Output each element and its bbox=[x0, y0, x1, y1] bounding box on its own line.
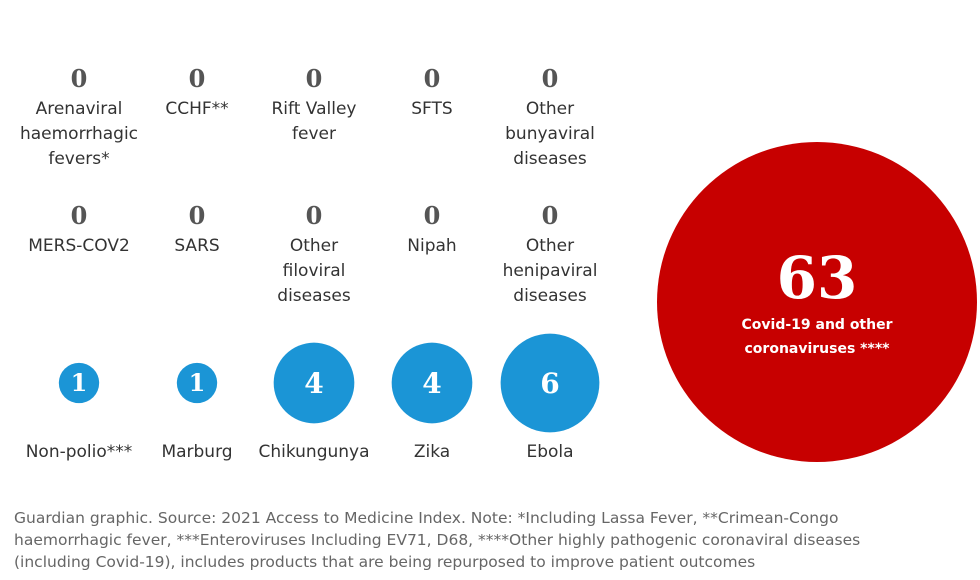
value-label: 63 bbox=[777, 244, 858, 312]
bubble bbox=[58, 362, 100, 404]
bubble-chart: 0 Arenaviral haemorrhagic fevers* 0 CCHF** 0 Ri… bbox=[20, 64, 977, 462]
value-label: 4 bbox=[304, 367, 323, 400]
category-label: Arenaviral bbox=[36, 99, 123, 119]
value-label: 0 bbox=[424, 201, 441, 230]
category-label: SARS bbox=[174, 236, 219, 256]
category-label: CCHF** bbox=[165, 99, 228, 119]
category-label: Chikungunya bbox=[258, 442, 369, 462]
category-label: haemorrhagic bbox=[20, 124, 138, 144]
category-label: Marburg bbox=[161, 442, 232, 462]
category-label: SFTS bbox=[411, 99, 452, 119]
value-label: 0 bbox=[71, 201, 88, 230]
category-label: Other bbox=[526, 236, 574, 256]
category-label: Zika bbox=[414, 442, 450, 462]
category-label: diseases bbox=[513, 149, 587, 169]
category-label: henipaviral bbox=[503, 261, 598, 281]
category-label: MERS-COV2 bbox=[28, 236, 130, 256]
value-label: 0 bbox=[189, 201, 206, 230]
value-label: 0 bbox=[189, 64, 206, 93]
value-label: 1 bbox=[189, 368, 206, 397]
category-label: coronaviruses **** bbox=[745, 341, 891, 357]
category-label: Other bbox=[290, 236, 338, 256]
bubble bbox=[273, 342, 355, 424]
value-label: 0 bbox=[424, 64, 441, 93]
value-label: 0 bbox=[306, 201, 323, 230]
category-label: Covid-19 and other bbox=[742, 317, 893, 333]
category-label: Rift Valley bbox=[272, 99, 357, 119]
category-label: filoviral bbox=[283, 261, 346, 281]
value-label: 0 bbox=[542, 201, 559, 230]
bubble bbox=[391, 342, 473, 424]
value-label: 0 bbox=[71, 64, 88, 93]
bubble bbox=[176, 362, 218, 404]
category-label: Nipah bbox=[407, 236, 456, 256]
value-label: 0 bbox=[542, 64, 559, 93]
category-label: diseases bbox=[513, 286, 587, 306]
source-note-line: Guardian graphic. Source: 2021 Access to… bbox=[14, 509, 839, 527]
category-label: Ebola bbox=[526, 442, 573, 462]
category-label: fever bbox=[292, 124, 336, 144]
value-label: 4 bbox=[422, 367, 441, 400]
value-label: 1 bbox=[71, 368, 88, 397]
category-label: diseases bbox=[277, 286, 351, 306]
bubble bbox=[500, 333, 600, 433]
category-label: fevers* bbox=[48, 149, 109, 169]
value-label: 6 bbox=[540, 367, 559, 400]
category-label: Non-polio*** bbox=[26, 442, 133, 462]
source-note: Guardian graphic. Source: 2021 Access to… bbox=[14, 507, 954, 573]
value-label: 0 bbox=[306, 64, 323, 93]
source-note-line: haemorrhagic fever, ***Enteroviruses Inc… bbox=[14, 531, 861, 549]
category-label: bunyaviral bbox=[505, 124, 595, 144]
source-note-line: (including Covid-19), includes products … bbox=[14, 553, 756, 571]
bubble bbox=[657, 142, 977, 462]
category-label: Other bbox=[526, 99, 574, 119]
